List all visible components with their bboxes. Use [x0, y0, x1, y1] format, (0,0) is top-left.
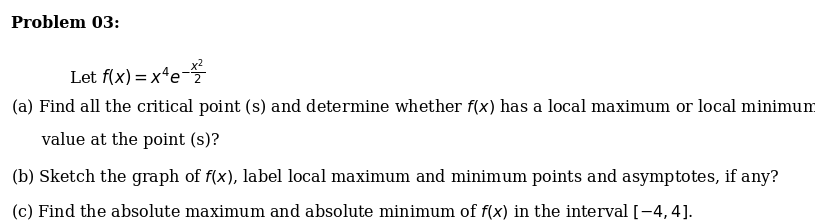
Text: (a) Find all the critical point (s) and determine whether $f(x)$ has a local max: (a) Find all the critical point (s) and …: [11, 97, 815, 118]
Text: (b) Sketch the graph of $f(x)$, label local maximum and minimum points and asymp: (b) Sketch the graph of $f(x)$, label lo…: [11, 167, 779, 188]
Text: (c) Find the absolute maximum and absolute minimum of $f(x)$ in the interval $[-: (c) Find the absolute maximum and absolu…: [11, 202, 693, 220]
Text: Let $f(x) = x^4e^{-\dfrac{x^2}{2}}$: Let $f(x) = x^4e^{-\dfrac{x^2}{2}}$: [69, 57, 205, 88]
Text: value at the point (s)?: value at the point (s)?: [11, 132, 219, 149]
Text: Problem 03:: Problem 03:: [11, 15, 120, 32]
